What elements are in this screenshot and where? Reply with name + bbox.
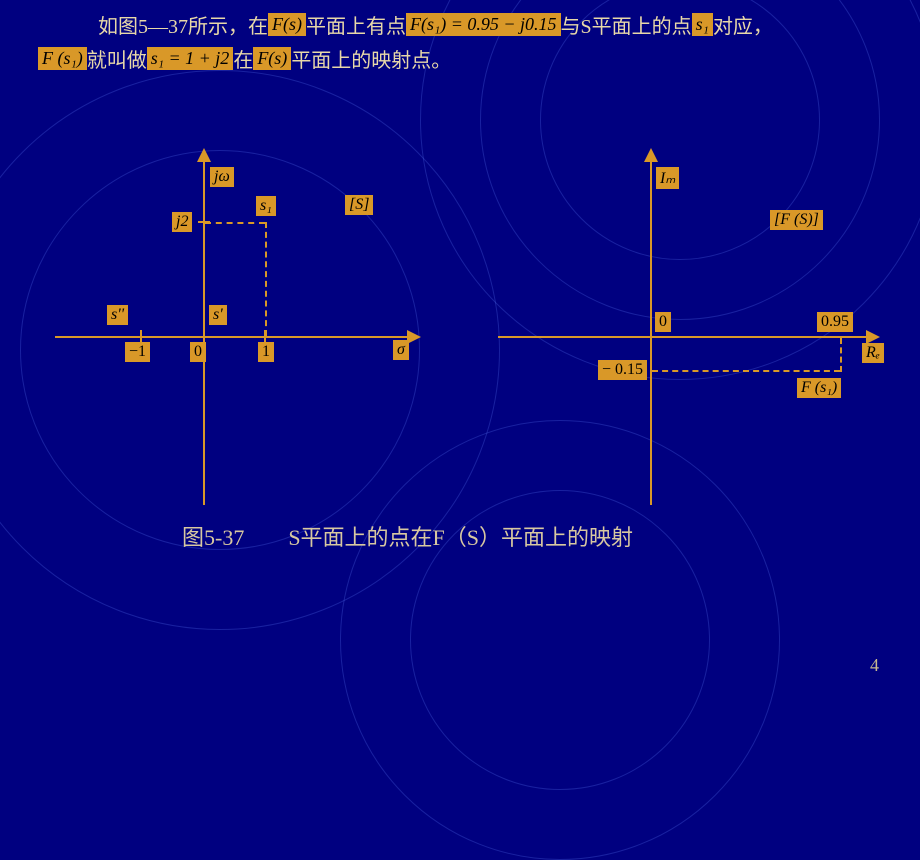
body-text: 与S平面上的点 bbox=[561, 10, 692, 39]
body-text: 就叫做 bbox=[87, 44, 147, 73]
label-j2: j2 bbox=[172, 212, 192, 232]
formula-fs1-val: F(s₁) = 0.95 − j0.15 bbox=[406, 13, 561, 37]
right-x-axis bbox=[498, 336, 866, 338]
arrow-up bbox=[197, 148, 211, 162]
label-im: Iₘ bbox=[656, 167, 679, 189]
figure-caption: 图5-37 S平面上的点在F（S）平面上的映射 bbox=[182, 520, 633, 552]
left-y-axis bbox=[203, 160, 205, 505]
label-one: 1 bbox=[258, 342, 274, 362]
label-s-plane: [S] bbox=[345, 195, 373, 215]
label-re: Rₑ bbox=[862, 343, 884, 363]
body-text: 如图5—37所示，在 bbox=[58, 10, 268, 39]
formula-fs2: F(s) bbox=[253, 47, 291, 71]
label-s-dprime: s'' bbox=[107, 305, 128, 325]
label-s1: s₁ bbox=[256, 196, 276, 216]
formula-fs1: F (s₁) bbox=[38, 47, 87, 71]
label-fs1-pt: F (s₁) bbox=[797, 378, 841, 398]
arrow-right bbox=[407, 330, 421, 344]
label-jw: jω bbox=[210, 167, 234, 187]
label-sigma: σ bbox=[393, 340, 409, 360]
tick bbox=[140, 330, 142, 342]
dashed-line bbox=[205, 222, 265, 224]
label-s-prime: s' bbox=[209, 305, 227, 325]
label-095: 0.95 bbox=[817, 312, 853, 332]
label-fs-plane: [F (S)] bbox=[770, 210, 823, 230]
label-neg1: −1 bbox=[125, 342, 150, 362]
formula-s1: s₁ bbox=[692, 13, 713, 37]
body-text: 平面上的映射点。 bbox=[291, 44, 451, 73]
label-neg015: − 0.15 bbox=[598, 360, 647, 380]
body-text: 对应， bbox=[713, 10, 773, 39]
right-y-axis bbox=[650, 160, 652, 505]
arrow-up bbox=[644, 148, 658, 162]
label-zero-r: 0 bbox=[655, 312, 671, 332]
page-number: 4 bbox=[870, 655, 879, 676]
dashed-line bbox=[652, 370, 840, 372]
left-x-axis bbox=[55, 336, 407, 338]
dashed-line bbox=[265, 222, 267, 336]
dashed-line bbox=[840, 338, 842, 372]
formula-s1-val: s₁ = 1 + j2 bbox=[147, 47, 234, 71]
formula-fs: F(s) bbox=[268, 13, 306, 37]
body-text: 在 bbox=[233, 44, 253, 73]
label-zero: 0 bbox=[190, 342, 206, 362]
arrow-right bbox=[866, 330, 880, 344]
body-text: 平面上有点 bbox=[306, 10, 406, 39]
